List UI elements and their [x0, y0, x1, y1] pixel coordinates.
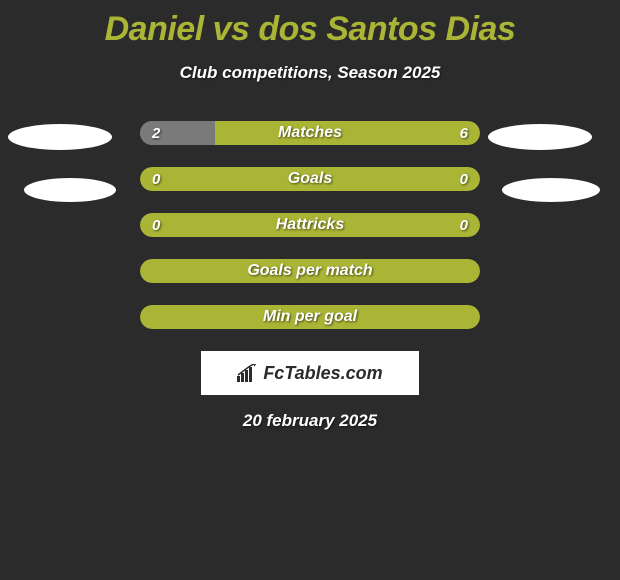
- stat-label: Hattricks: [140, 213, 480, 237]
- stat-label: Min per goal: [140, 305, 480, 329]
- logo-text: FcTables.com: [237, 363, 382, 384]
- stat-label: Goals: [140, 167, 480, 191]
- stat-row: Goals per match: [140, 259, 480, 283]
- stat-row: 00Hattricks: [140, 213, 480, 237]
- logo-label: FcTables.com: [263, 363, 382, 384]
- player-left-ellipse-2: [24, 178, 116, 202]
- stats-container: 26Matches 00Goals 00Hattricks Goals per mat…: [140, 121, 480, 329]
- player-right-ellipse-1: [488, 124, 592, 150]
- player-right-ellipse-2: [502, 178, 600, 202]
- logo-box: FcTables.com: [201, 351, 419, 395]
- page-title: Daniel vs dos Santos Dias: [0, 0, 620, 49]
- date-text: 20 february 2025: [0, 411, 620, 431]
- stat-row: 26Matches: [140, 121, 480, 145]
- stat-row: Min per goal: [140, 305, 480, 329]
- page-subtitle: Club competitions, Season 2025: [0, 63, 620, 83]
- player-left-ellipse-1: [8, 124, 112, 150]
- stat-label: Matches: [140, 121, 480, 145]
- stat-row: 00Goals: [140, 167, 480, 191]
- stat-label: Goals per match: [140, 259, 480, 283]
- bar-chart-icon: [237, 364, 259, 382]
